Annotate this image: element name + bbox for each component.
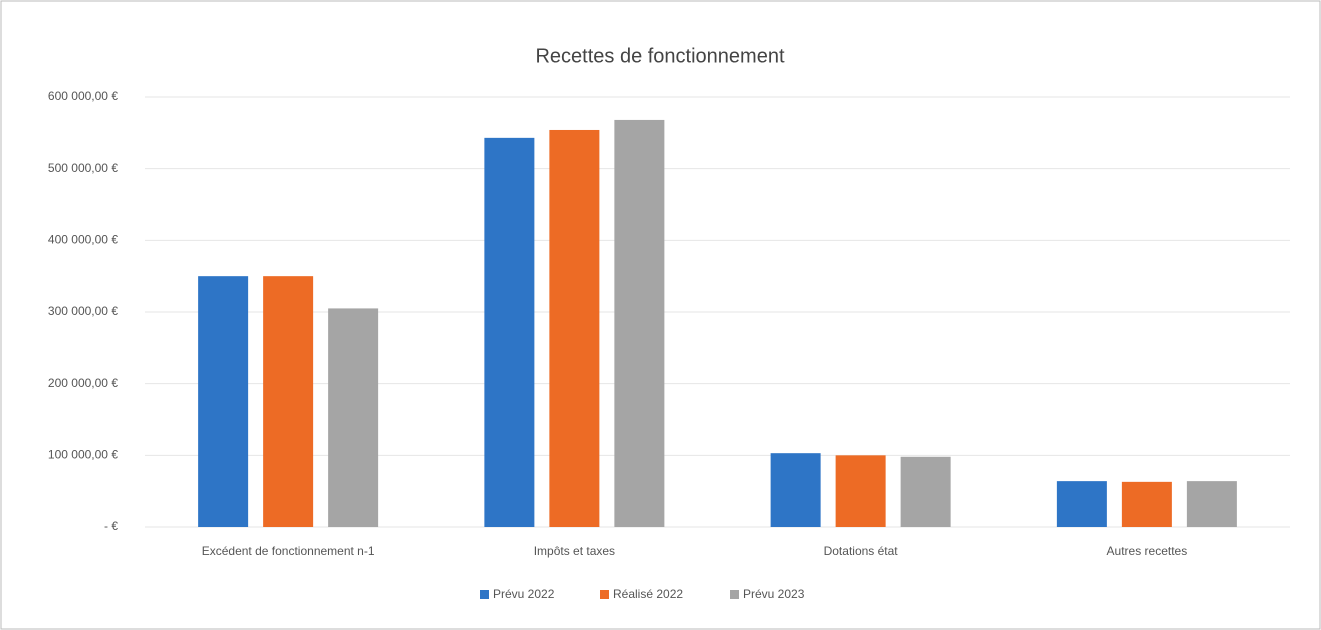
x-tick-label: Dotations état [824, 544, 899, 558]
bar [328, 308, 379, 527]
chart-title: Recettes de fonctionnement [535, 45, 784, 67]
bar [484, 137, 535, 527]
bar [198, 276, 249, 527]
legend-swatch [480, 590, 489, 599]
bar [835, 455, 886, 527]
y-tick-label: 200 000,00 € [48, 376, 118, 390]
bar [614, 119, 665, 527]
y-tick-label: 300 000,00 € [48, 304, 118, 318]
bar [549, 129, 600, 527]
bar [1056, 481, 1107, 527]
bar [900, 456, 951, 527]
y-tick-label: - € [104, 519, 118, 533]
bar [1186, 481, 1237, 527]
legend-label: Prévu 2022 [493, 587, 555, 601]
y-tick-label: 600 000,00 € [48, 89, 118, 103]
y-tick-label: 400 000,00 € [48, 233, 118, 247]
y-tick-label: 500 000,00 € [48, 161, 118, 175]
legend-swatch [600, 590, 609, 599]
legend-label: Prévu 2023 [743, 587, 805, 601]
legend-label: Réalisé 2022 [613, 587, 683, 601]
x-tick-label: Autres recettes [1107, 544, 1188, 558]
x-tick-label: Excédent de fonctionnement n-1 [202, 544, 375, 558]
legend-swatch [730, 590, 739, 599]
bar [1121, 481, 1172, 527]
x-tick-label: Impôts et taxes [534, 544, 615, 558]
bar [770, 453, 821, 527]
y-tick-label: 100 000,00 € [48, 448, 118, 462]
bar [263, 276, 314, 527]
